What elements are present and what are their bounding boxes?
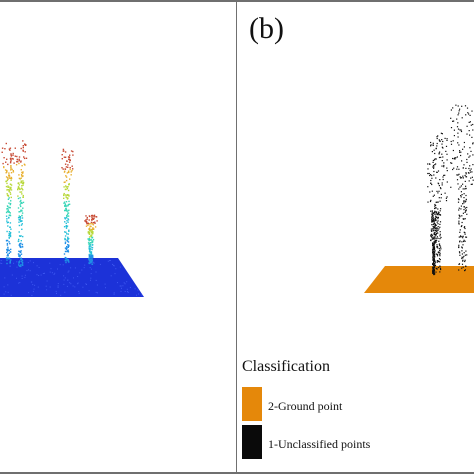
tree-3-a <box>61 148 74 264</box>
ground-speckle-a <box>0 260 143 296</box>
tree-1-b <box>427 132 448 273</box>
legend-title: Classification <box>242 358 330 375</box>
legend-label-unclassified: 1-Unclassified points <box>268 437 371 451</box>
legend-label-ground: 2-Ground point <box>268 399 343 413</box>
point-cloud-classified <box>364 104 474 293</box>
tree-2-a <box>14 140 28 268</box>
tree-3-b <box>430 210 437 276</box>
point-cloud-height-colored <box>0 140 144 297</box>
tree-4-a <box>84 214 98 265</box>
legend-swatch-ground <box>242 387 262 421</box>
tree-2-b <box>450 104 474 272</box>
legend-swatch-unclassified <box>242 425 262 459</box>
ground-plane-a <box>0 258 144 297</box>
tree-1-a <box>1 142 15 265</box>
panel-b: (b) Classification 2-Ground point 1-Uncl… <box>237 2 474 472</box>
legend-item-ground: 2-Ground point <box>242 387 462 421</box>
panel-label-b: (b) <box>249 12 284 45</box>
legend-item-unclassified: 1-Unclassified points <box>242 425 462 459</box>
ground-plane-b <box>364 266 474 293</box>
panel-a <box>0 2 236 472</box>
panel-divider <box>236 2 237 472</box>
classification-legend: Classification 2-Ground point 1-Unclassi… <box>242 359 462 463</box>
